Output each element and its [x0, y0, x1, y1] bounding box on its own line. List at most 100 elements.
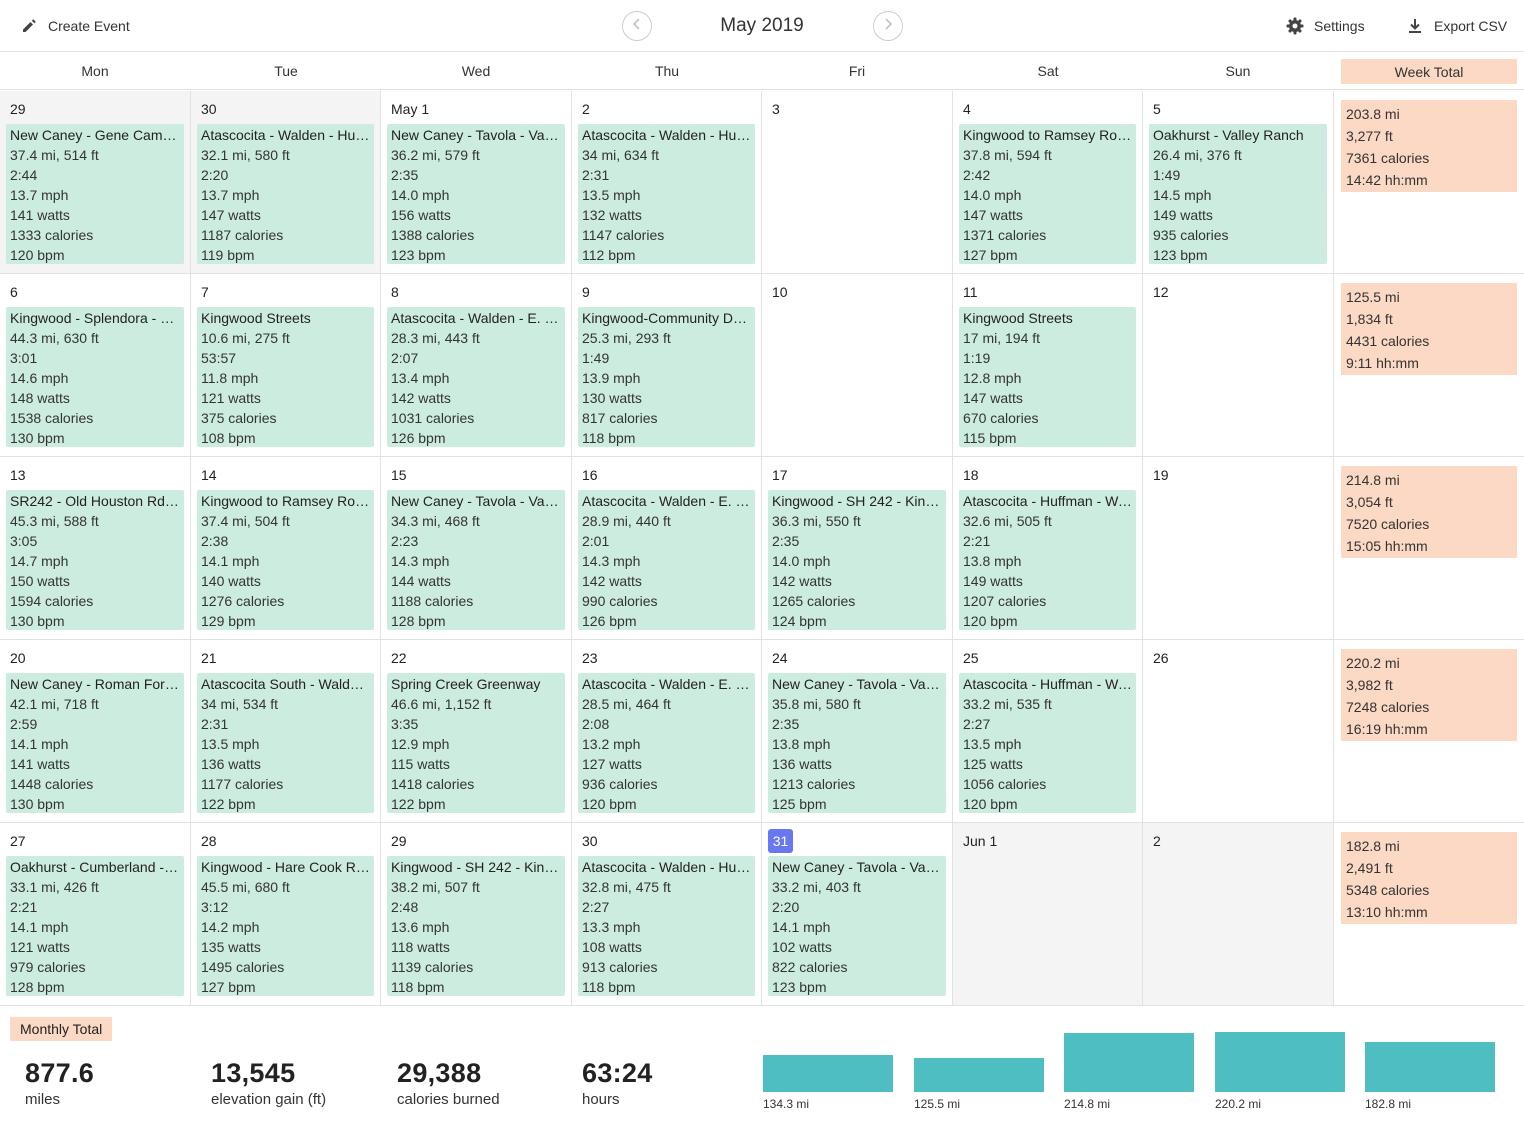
ride-event[interactable]: Atascocita - Walden - E. Lake 28.3 mi, 44…: [387, 307, 565, 447]
event-stat: 108 watts: [582, 939, 642, 955]
week-total-cell: 182.8 mi 2,491 ft 5348 calories 13:10 hh:mm: [1334, 823, 1524, 1006]
ride-event[interactable]: Oakhurst - Valley Ranch 26.4 mi, 376 ft 1:…: [1149, 124, 1327, 264]
day-cell[interactable]: 20 New Caney - Roman Forest Loop 42.1 mi, …: [0, 640, 191, 823]
ride-event[interactable]: Kingwood to Ramsey Road 37.8 mi, 594 ft 2:…: [959, 124, 1136, 264]
event-title: Kingwood-Community Drive: [582, 310, 751, 326]
week-total-stat: 3,277 ft: [1346, 128, 1393, 144]
day-cell[interactable]: 11 Kingwood Streets 17 mi, 194 ft 1:19 12.8 …: [953, 274, 1143, 457]
day-cell[interactable]: 3: [762, 91, 953, 274]
day-cell[interactable]: 28 Kingwood - Hare Cook Road 45.5 mi, 680 …: [191, 823, 381, 1006]
day-cell[interactable]: 7 Kingwood Streets 10.6 mi, 275 ft 53:57 11.…: [191, 274, 381, 457]
ride-event[interactable]: SR242 - Old Houston Rd - Loop 45.3 mi, 58…: [6, 490, 184, 630]
day-cell[interactable]: 24 New Caney - Tavola - Valley Ranch 35.8 …: [762, 640, 953, 823]
day-cell[interactable]: 22 Spring Creek Greenway 46.6 mi, 1,152 ft…: [381, 640, 572, 823]
event-stat: 136 watts: [772, 756, 832, 772]
day-cell[interactable]: 10: [762, 274, 953, 457]
ride-event[interactable]: Oakhurst - Cumberland - Loop 33.1 mi, 426…: [6, 856, 184, 996]
ride-event[interactable]: Kingwood-Community Drive 25.3 mi, 293 ft 1…: [578, 307, 755, 447]
day-cell[interactable]: 4 Kingwood to Ramsey Road 37.8 mi, 594 ft 2…: [953, 91, 1143, 274]
ride-event[interactable]: Kingwood - SH 242 - Kingwood 38.2 mi, 507…: [387, 856, 565, 996]
ride-event[interactable]: New Caney - Tavola - Valley Ranch 36.2 mi…: [387, 124, 565, 264]
day-cell[interactable]: 9 Kingwood-Community Drive 25.3 mi, 293 ft…: [572, 274, 762, 457]
stat-hours: 63:24 hours: [582, 1058, 653, 1108]
day-cell[interactable]: 29 Kingwood - SH 242 - Kingwood 38.2 mi, 5…: [381, 823, 572, 1006]
day-cell[interactable]: 18 Atascocita - Huffman - Walden 32.6 mi, …: [953, 457, 1143, 640]
settings-button[interactable]: Settings: [1286, 0, 1365, 52]
day-cell[interactable]: 27 Oakhurst - Cumberland - Loop 33.1 mi, 4…: [0, 823, 191, 1006]
day-cell[interactable]: 5 Oakhurst - Valley Ranch 26.4 mi, 376 ft 1…: [1143, 91, 1334, 274]
next-month-button[interactable]: [873, 11, 903, 41]
event-stat: 936 calories: [582, 776, 658, 792]
day-cell[interactable]: 25 Atascocita - Huffman - Walden 33.2 mi, …: [953, 640, 1143, 823]
ride-event[interactable]: Spring Creek Greenway 46.6 mi, 1,152 ft 3:…: [387, 673, 565, 813]
day-cell[interactable]: 31 New Caney - Tavola - Valley Ranch 33.2 …: [762, 823, 953, 1006]
ride-event[interactable]: Atascocita - Walden - E. Lake 28.9 mi, 44…: [578, 490, 755, 630]
create-event-button[interactable]: Create Event: [20, 0, 130, 52]
ride-event[interactable]: Atascocita - Walden - Huffman 34 mi, 634 …: [578, 124, 755, 264]
event-stat: 150 watts: [10, 573, 70, 589]
day-cell[interactable]: 15 New Caney - Tavola - Valley Ranch 34.3 …: [381, 457, 572, 640]
day-cell[interactable]: 13 SR242 - Old Houston Rd - Loop 45.3 mi, …: [0, 457, 191, 640]
event-stat: 12.9 mph: [391, 736, 450, 752]
day-cell[interactable]: 6 Kingwood - Splendora - Kingwood 44.3 mi,…: [0, 274, 191, 457]
week-total-stat: 7520 calories: [1346, 516, 1430, 532]
day-cell[interactable]: 21 Atascocita South - Walden Loop 34 mi, 5…: [191, 640, 381, 823]
ride-event[interactable]: Atascocita South - Walden Loop 34 mi, 534…: [197, 673, 374, 813]
ride-event[interactable]: Kingwood to Ramsey Road 37.4 mi, 504 ft 2:…: [197, 490, 374, 630]
ride-event[interactable]: Kingwood - Splendora - Kingwood 44.3 mi, …: [6, 307, 184, 447]
day-number: 27: [10, 833, 26, 849]
export-csv-button[interactable]: Export CSV: [1406, 0, 1507, 52]
event-stat: 121 watts: [10, 939, 70, 955]
ride-event[interactable]: Kingwood - SH 242 - Kingwood 36.3 mi, 550…: [768, 490, 946, 630]
prev-month-button[interactable]: [622, 11, 652, 41]
day-cell[interactable]: 2: [1143, 823, 1334, 1006]
pencil-icon: [20, 17, 38, 35]
day-cell[interactable]: 14 Kingwood to Ramsey Road 37.4 mi, 504 ft…: [191, 457, 381, 640]
ride-event[interactable]: New Caney - Tavola - Valley Ranch 34.3 mi…: [387, 490, 565, 630]
ride-event[interactable]: New Caney - Roman Forest Loop 42.1 mi, 71…: [6, 673, 184, 813]
day-cell[interactable]: 30 Atascocita - Walden - Huffman 32.8 mi, …: [572, 823, 762, 1006]
day-cell[interactable]: 26: [1143, 640, 1334, 823]
day-cell[interactable]: 23 Atascocita - Walden - E. Lake 28.5 mi, …: [572, 640, 762, 823]
ride-event[interactable]: Atascocita - Huffman - Walden 33.2 mi, 53…: [959, 673, 1136, 813]
event-stat: 121 watts: [201, 390, 261, 406]
event-stat: 14.6 mph: [10, 370, 69, 386]
ride-event[interactable]: Atascocita - Huffman - Walden 32.6 mi, 50…: [959, 490, 1136, 630]
ride-event[interactable]: New Caney - Tavola - Valley Ranch 35.8 mi…: [768, 673, 946, 813]
ride-event[interactable]: New Caney - Gene Campbell 37.4 mi, 514 ft…: [6, 124, 184, 264]
event-title: Spring Creek Greenway: [391, 676, 541, 692]
day-cell[interactable]: 8 Atascocita - Walden - E. Lake 28.3 mi, 4…: [381, 274, 572, 457]
day-cell[interactable]: 16 Atascocita - Walden - E. Lake 28.9 mi, …: [572, 457, 762, 640]
event-title: Atascocita - Huffman - Walden: [963, 493, 1132, 509]
event-title: Oakhurst - Valley Ranch: [1153, 127, 1304, 143]
event-stat: 45.3 mi, 588 ft: [10, 513, 99, 529]
day-cell[interactable]: Jun 1: [953, 823, 1143, 1006]
day-header-thu: Thu: [654, 63, 680, 79]
ride-event[interactable]: Atascocita - Walden - Huffman 32.1 mi, 58…: [197, 124, 374, 264]
day-cell[interactable]: 12: [1143, 274, 1334, 457]
day-cell[interactable]: 30 Atascocita - Walden - Huffman 32.1 mi, …: [191, 91, 381, 274]
day-cell[interactable]: 29 New Caney - Gene Campbell 37.4 mi, 514 …: [0, 91, 191, 274]
event-title: Atascocita - Walden - E. Lake: [391, 310, 561, 326]
ride-event[interactable]: Kingwood Streets 17 mi, 194 ft 1:19 12.8 mp…: [959, 307, 1136, 447]
ride-event[interactable]: Atascocita - Walden - Huffman 32.8 mi, 47…: [578, 856, 755, 996]
ride-event[interactable]: Kingwood Streets 10.6 mi, 275 ft 53:57 11.8…: [197, 307, 374, 447]
week-total-stat: 2,491 ft: [1346, 860, 1393, 876]
event-stat: 35.8 mi, 580 ft: [772, 696, 861, 712]
day-cell[interactable]: 17 Kingwood - SH 242 - Kingwood 36.3 mi, 5…: [762, 457, 953, 640]
event-stat: 990 calories: [582, 593, 658, 609]
day-cell[interactable]: May 1 New Caney - Tavola - Valley Ranch 36…: [381, 91, 572, 274]
ride-event[interactable]: Atascocita - Walden - E. Lake 28.5 mi, 46…: [578, 673, 755, 813]
event-stat: 2:21: [10, 899, 38, 915]
day-cell[interactable]: 2 Atascocita - Walden - Huffman 34 mi, 634…: [572, 91, 762, 274]
event-stat: 37.4 mi, 504 ft: [201, 513, 290, 529]
event-stat: 33.2 mi, 535 ft: [963, 696, 1052, 712]
event-stat: 13.5 mph: [582, 187, 641, 203]
event-stat: 14.0 mph: [963, 187, 1022, 203]
stat-unit: miles: [25, 1091, 61, 1108]
ride-event[interactable]: New Caney - Tavola - Valley Ranch 33.2 mi…: [768, 856, 946, 996]
day-cell[interactable]: 19: [1143, 457, 1334, 640]
stat-unit: calories burned: [397, 1091, 500, 1108]
week-total-stat: 3,982 ft: [1346, 677, 1393, 693]
ride-event[interactable]: Kingwood - Hare Cook Road 45.5 mi, 680 ft…: [197, 856, 374, 996]
